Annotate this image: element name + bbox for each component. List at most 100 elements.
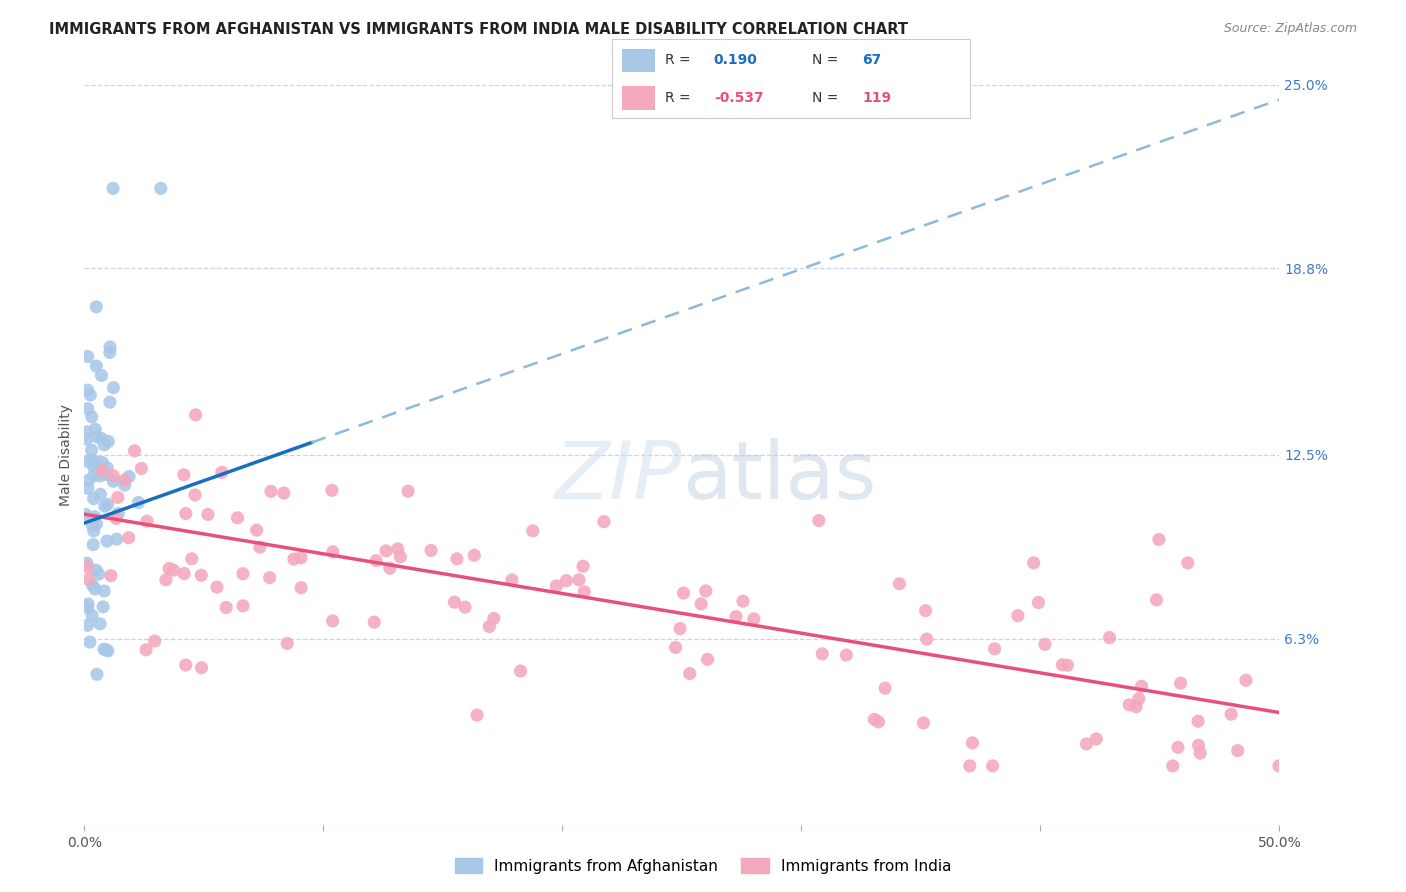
Point xyxy=(107,491,129,505)
Point xyxy=(91,464,114,478)
Point xyxy=(1007,608,1029,623)
Point xyxy=(1177,556,1199,570)
Point xyxy=(105,532,128,546)
Point xyxy=(962,736,984,750)
Point xyxy=(1125,699,1147,714)
Point xyxy=(672,586,695,600)
Point xyxy=(82,578,104,592)
Point xyxy=(378,561,401,575)
Point xyxy=(690,597,713,611)
FancyBboxPatch shape xyxy=(623,87,655,110)
Point xyxy=(1052,657,1074,672)
Point xyxy=(669,622,692,636)
Point xyxy=(157,561,180,575)
Point xyxy=(273,486,295,500)
Point xyxy=(259,571,281,585)
Point xyxy=(322,614,344,628)
Point xyxy=(1056,658,1078,673)
Point xyxy=(98,395,121,409)
Point xyxy=(679,666,702,681)
Point xyxy=(86,516,108,531)
Point xyxy=(389,549,412,564)
Point xyxy=(90,368,112,383)
Point xyxy=(1167,740,1189,755)
Point xyxy=(446,551,468,566)
Point xyxy=(290,550,312,565)
Point xyxy=(86,430,108,444)
Text: R =: R = xyxy=(665,54,696,68)
Point xyxy=(76,350,98,364)
Point xyxy=(1130,679,1153,693)
Point xyxy=(1226,744,1249,758)
Point xyxy=(107,507,129,521)
Point xyxy=(82,518,104,533)
Point xyxy=(1268,759,1291,773)
Point xyxy=(1146,593,1168,607)
Point xyxy=(807,514,830,528)
Text: ZIP: ZIP xyxy=(554,438,682,516)
Point xyxy=(103,381,125,395)
Point xyxy=(98,345,121,359)
Point xyxy=(546,579,568,593)
Point xyxy=(1170,676,1192,690)
Point xyxy=(155,573,177,587)
Point xyxy=(76,383,98,397)
Point xyxy=(959,759,981,773)
Point xyxy=(80,409,103,424)
Point xyxy=(173,467,195,482)
Point xyxy=(118,531,141,545)
Point xyxy=(80,443,103,458)
Point xyxy=(75,508,97,522)
Text: Source: ZipAtlas.com: Source: ZipAtlas.com xyxy=(1223,22,1357,36)
Point xyxy=(574,584,596,599)
Point xyxy=(868,714,890,729)
Point xyxy=(983,641,1005,656)
Point xyxy=(501,573,523,587)
Point xyxy=(387,541,409,556)
Point xyxy=(94,467,117,482)
Point xyxy=(226,511,249,525)
Point xyxy=(79,388,101,402)
Point xyxy=(76,454,98,468)
Point xyxy=(724,609,747,624)
Point xyxy=(363,615,385,629)
Point xyxy=(276,636,298,650)
Point xyxy=(463,548,485,562)
Point xyxy=(76,559,98,574)
Point xyxy=(149,181,172,195)
Legend: Immigrants from Afghanistan, Immigrants from India: Immigrants from Afghanistan, Immigrants … xyxy=(449,852,957,880)
Point xyxy=(695,584,717,599)
Point xyxy=(98,340,121,354)
Point xyxy=(76,432,98,446)
Point xyxy=(912,715,935,730)
Point xyxy=(91,599,114,614)
Point xyxy=(914,604,936,618)
Point xyxy=(915,632,938,646)
Point xyxy=(396,484,419,499)
Point xyxy=(127,495,149,509)
Point xyxy=(83,524,105,538)
Text: IMMIGRANTS FROM AFGHANISTAN VS IMMIGRANTS FROM INDIA MALE DISABILITY CORRELATION: IMMIGRANTS FROM AFGHANISTAN VS IMMIGRANT… xyxy=(49,22,908,37)
Point xyxy=(89,468,111,483)
Point xyxy=(77,573,100,587)
Point xyxy=(454,600,477,615)
Point xyxy=(89,487,111,501)
Point xyxy=(77,597,100,611)
Point xyxy=(1128,691,1150,706)
Point xyxy=(77,473,100,487)
Point xyxy=(83,459,105,474)
Point xyxy=(1033,637,1056,651)
Point xyxy=(84,563,107,577)
Point xyxy=(875,681,897,695)
Point xyxy=(135,642,157,657)
Point xyxy=(100,568,122,582)
Point xyxy=(83,491,105,506)
Point xyxy=(290,581,312,595)
Point xyxy=(173,566,195,581)
Point xyxy=(103,468,125,483)
Text: 119: 119 xyxy=(862,91,891,105)
Point xyxy=(1098,631,1121,645)
Point xyxy=(482,611,505,625)
Text: 67: 67 xyxy=(862,54,882,68)
Point xyxy=(889,576,911,591)
